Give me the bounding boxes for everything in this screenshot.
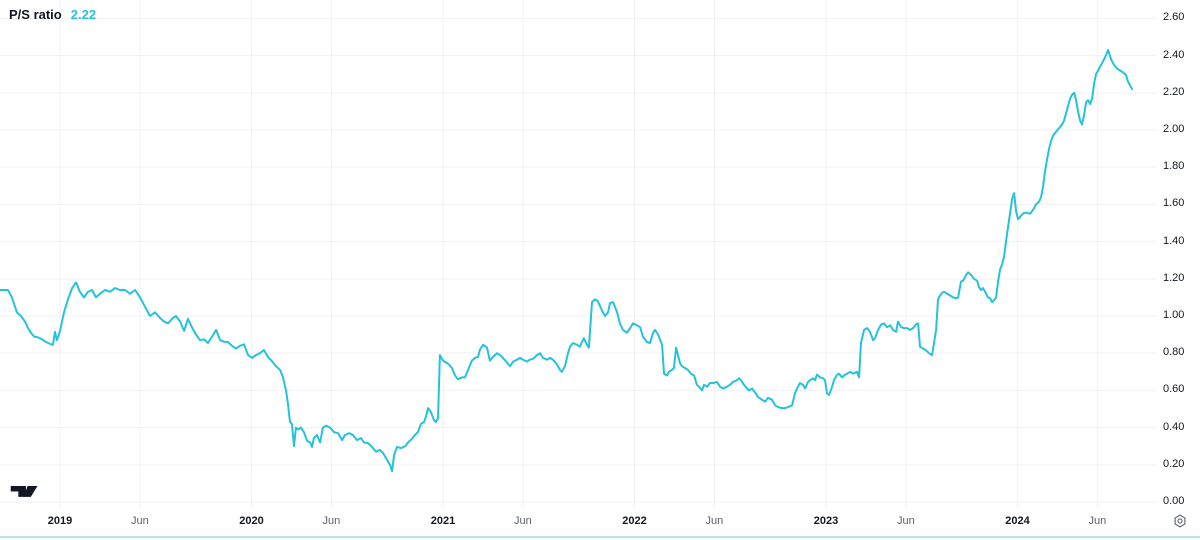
time-axis-label: Jun	[130, 515, 149, 527]
price-axis-label: 1.20	[1163, 271, 1185, 284]
gear-icon	[1174, 514, 1186, 528]
price-axis-label: 1.80	[1163, 160, 1185, 173]
price-axis-label: 1.60	[1163, 197, 1185, 210]
series-title: P/S ratio	[9, 7, 62, 22]
series-legend[interactable]: P/S ratio 2.22	[9, 7, 96, 23]
time-axis-label: 2024	[1005, 515, 1030, 527]
time-axis-label: Jun	[322, 515, 341, 527]
tradingview-logo-mark	[10, 486, 38, 497]
price-axis-label: 0.20	[1163, 457, 1185, 470]
price-axis-label: 0.00	[1163, 495, 1185, 507]
price-axis-label: 0.80	[1163, 346, 1185, 359]
time-axis-label: Jun	[896, 515, 915, 527]
axis-settings-button[interactable]	[1169, 510, 1191, 532]
price-axis-label: 2.00	[1163, 123, 1185, 135]
time-axis[interactable]: 2019 Jun 2020 Jun 2021 Jun 2022 Jun 2023 Jun 2024 J…	[0, 510, 1156, 536]
series-last-value: 2.22	[70, 7, 97, 22]
price-axis-label: 2.40	[1163, 48, 1185, 61]
price-axis-label: 2.60	[1163, 11, 1185, 24]
price-axis-label: 0.60	[1163, 383, 1185, 396]
price-line-series	[0, 49, 1133, 473]
time-axis-label: 2022	[622, 515, 647, 527]
time-axis-label: 2019	[47, 515, 73, 527]
tradingview-logo[interactable]	[10, 483, 40, 499]
time-axis-label: Jun	[1088, 515, 1107, 527]
time-axis-bottom-border	[0, 536, 1200, 538]
price-axis[interactable]: 2.60 2.40 2.20 2.00 1.80 1.60 1.40 1.20 1.00 0.80…	[1158, 0, 1200, 510]
time-axis-label: 2020	[239, 515, 264, 527]
time-axis-label: Jun	[513, 515, 532, 527]
price-axis-label: 2.20	[1163, 85, 1185, 98]
time-axis-label: Jun	[705, 515, 724, 527]
price-axis-label: 0.40	[1163, 420, 1185, 433]
time-axis-label: 2023	[813, 515, 839, 527]
price-axis-label: 1.00	[1163, 309, 1185, 321]
time-axis-label: 2021	[430, 515, 456, 527]
price-axis-label: 1.40	[1163, 234, 1185, 247]
